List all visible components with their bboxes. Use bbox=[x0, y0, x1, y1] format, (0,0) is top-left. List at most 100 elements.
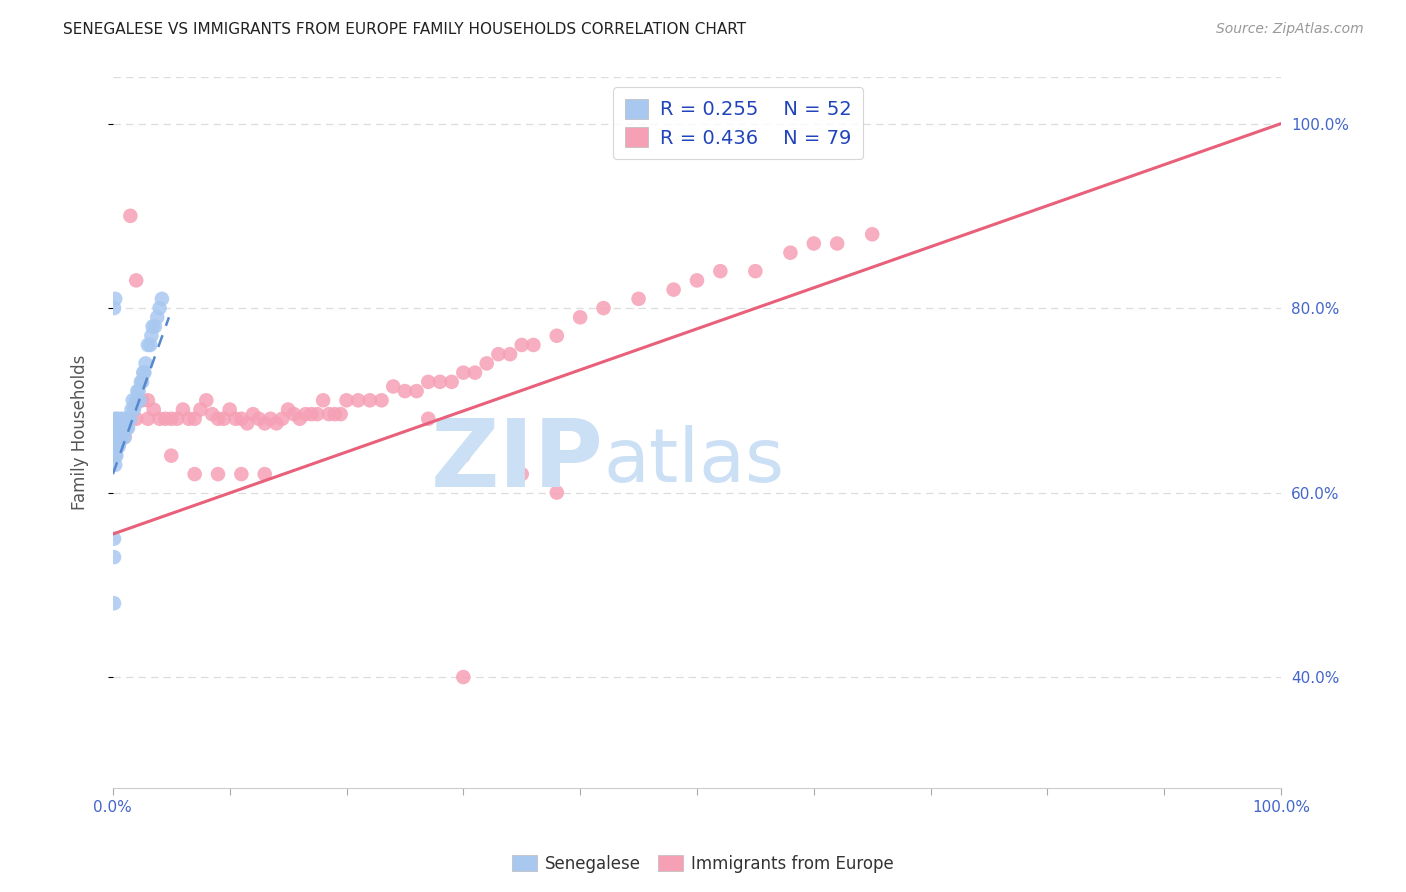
Point bbox=[247, 411, 270, 425]
Point bbox=[271, 411, 294, 425]
Point bbox=[662, 283, 685, 297]
Point bbox=[627, 292, 650, 306]
Point bbox=[231, 467, 253, 482]
Point bbox=[110, 430, 132, 444]
Point bbox=[155, 411, 177, 425]
Point bbox=[114, 430, 136, 444]
Point bbox=[125, 273, 148, 287]
Point bbox=[860, 227, 883, 242]
Point bbox=[522, 338, 544, 352]
Point bbox=[128, 393, 150, 408]
Point bbox=[779, 245, 801, 260]
Point bbox=[104, 411, 127, 425]
Point bbox=[225, 411, 247, 425]
Point bbox=[104, 430, 127, 444]
Point bbox=[111, 421, 134, 435]
Point bbox=[146, 310, 169, 325]
Point bbox=[301, 407, 323, 421]
Point bbox=[103, 550, 125, 565]
Point bbox=[382, 379, 405, 393]
Point bbox=[160, 449, 183, 463]
Point bbox=[405, 384, 427, 398]
Point bbox=[312, 393, 335, 408]
Point bbox=[114, 430, 136, 444]
Point bbox=[131, 375, 153, 389]
Point bbox=[212, 411, 235, 425]
Point bbox=[139, 338, 162, 352]
Point bbox=[347, 393, 370, 408]
Point bbox=[114, 421, 136, 435]
Point bbox=[335, 393, 357, 408]
Y-axis label: Family Households: Family Households bbox=[72, 355, 89, 510]
Point bbox=[453, 670, 475, 684]
Point bbox=[499, 347, 522, 361]
Point bbox=[183, 467, 205, 482]
Point bbox=[108, 434, 131, 449]
Point bbox=[744, 264, 766, 278]
Point bbox=[172, 402, 194, 417]
Point bbox=[453, 366, 475, 380]
Point bbox=[143, 319, 166, 334]
Legend: Senegalese, Immigrants from Europe: Senegalese, Immigrants from Europe bbox=[505, 848, 901, 880]
Point bbox=[429, 375, 451, 389]
Point bbox=[546, 485, 568, 500]
Point bbox=[104, 449, 127, 463]
Point bbox=[107, 439, 129, 453]
Point bbox=[323, 407, 346, 421]
Point bbox=[128, 384, 150, 398]
Point bbox=[825, 236, 848, 251]
Point bbox=[122, 402, 145, 417]
Point bbox=[418, 375, 440, 389]
Point bbox=[107, 421, 129, 435]
Point bbox=[105, 421, 128, 435]
Point bbox=[253, 417, 276, 431]
Point bbox=[135, 356, 157, 370]
Text: SENEGALESE VS IMMIGRANTS FROM EUROPE FAMILY HOUSEHOLDS CORRELATION CHART: SENEGALESE VS IMMIGRANTS FROM EUROPE FAM… bbox=[63, 22, 747, 37]
Point bbox=[183, 411, 205, 425]
Point bbox=[103, 301, 125, 315]
Point bbox=[105, 449, 128, 463]
Point bbox=[394, 384, 416, 398]
Point bbox=[288, 411, 311, 425]
Legend: R = 0.255    N = 52, R = 0.436    N = 79: R = 0.255 N = 52, R = 0.436 N = 79 bbox=[613, 87, 863, 160]
Point bbox=[124, 398, 146, 412]
Point bbox=[141, 328, 163, 343]
Point bbox=[486, 347, 509, 361]
Point bbox=[120, 411, 142, 425]
Point bbox=[117, 421, 139, 435]
Point bbox=[592, 301, 614, 315]
Point bbox=[218, 402, 240, 417]
Point bbox=[207, 411, 229, 425]
Point bbox=[108, 421, 131, 435]
Point bbox=[242, 407, 264, 421]
Text: atlas: atlas bbox=[603, 425, 785, 498]
Point bbox=[464, 366, 486, 380]
Point bbox=[236, 417, 259, 431]
Text: Source: ZipAtlas.com: Source: ZipAtlas.com bbox=[1216, 22, 1364, 37]
Point bbox=[177, 411, 200, 425]
Point bbox=[121, 402, 143, 417]
Point bbox=[107, 430, 129, 444]
Point bbox=[136, 411, 159, 425]
Point bbox=[266, 417, 288, 431]
Point bbox=[207, 467, 229, 482]
Point bbox=[318, 407, 340, 421]
Point bbox=[160, 411, 183, 425]
Point bbox=[118, 411, 141, 425]
Point bbox=[259, 411, 281, 425]
Point bbox=[104, 292, 127, 306]
Point bbox=[190, 402, 212, 417]
Point bbox=[231, 411, 253, 425]
Point bbox=[103, 532, 125, 546]
Point bbox=[120, 209, 142, 223]
Point bbox=[201, 407, 224, 421]
Point bbox=[114, 411, 136, 425]
Point bbox=[148, 301, 170, 315]
Point bbox=[103, 596, 125, 610]
Point bbox=[112, 421, 135, 435]
Point bbox=[150, 292, 173, 306]
Point bbox=[134, 366, 156, 380]
Point bbox=[277, 402, 299, 417]
Text: ZIP: ZIP bbox=[430, 415, 603, 507]
Point bbox=[195, 393, 218, 408]
